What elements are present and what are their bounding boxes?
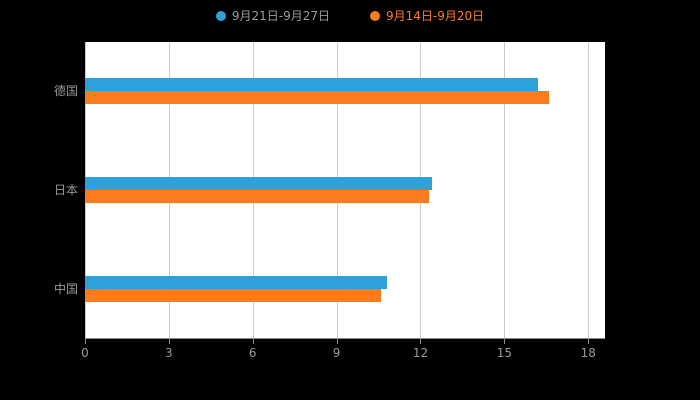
legend-label: 9月14日-9月20日 — [386, 9, 485, 23]
plot-area — [85, 42, 605, 339]
x-axis-label: 9 — [332, 346, 341, 360]
x-axis-tick — [252, 339, 254, 344]
legend-marker — [215, 10, 226, 21]
x-axis-label: 12 — [412, 346, 429, 360]
x-axis-label: 3 — [165, 346, 173, 360]
y-axis-category-label: 德国 — [53, 84, 78, 99]
legend-item[interactable]: 9月21日-9月27日 — [215, 7, 330, 24]
bar-series1-cat1[interactable] — [85, 190, 429, 203]
bar-series0-cat2[interactable] — [85, 275, 387, 289]
gridline — [588, 42, 590, 338]
x-axis-tick — [168, 339, 170, 344]
bar-series0-cat0[interactable] — [85, 78, 538, 92]
x-axis-label: 0 — [81, 346, 89, 360]
x-axis-label: 6 — [248, 346, 257, 360]
legend-label: 9月21日-9月27日 — [231, 9, 330, 23]
x-axis-tick — [420, 339, 422, 344]
x-axis-tick — [504, 339, 506, 344]
bar-series0-cat1[interactable] — [85, 177, 432, 190]
bar-series1-cat0[interactable] — [85, 91, 550, 105]
y-axis-category-label: 中国 — [53, 281, 78, 296]
x-axis-label: 18 — [580, 346, 596, 360]
x-axis-tick — [588, 339, 590, 344]
x-axis-tick — [336, 339, 338, 344]
legend-marker — [370, 10, 380, 21]
bar-series1-cat2[interactable] — [85, 288, 382, 302]
y-axis-category-label: 日本 — [53, 183, 78, 197]
legend-item[interactable]: 9月14日-9月20日 — [370, 7, 484, 24]
x-axis-label: 15 — [496, 346, 512, 360]
gridline — [504, 42, 506, 338]
x-axis-tick — [85, 339, 86, 344]
legend: 9月21日-9月27日 9月14日-9月20日 — [0, 7, 700, 24]
